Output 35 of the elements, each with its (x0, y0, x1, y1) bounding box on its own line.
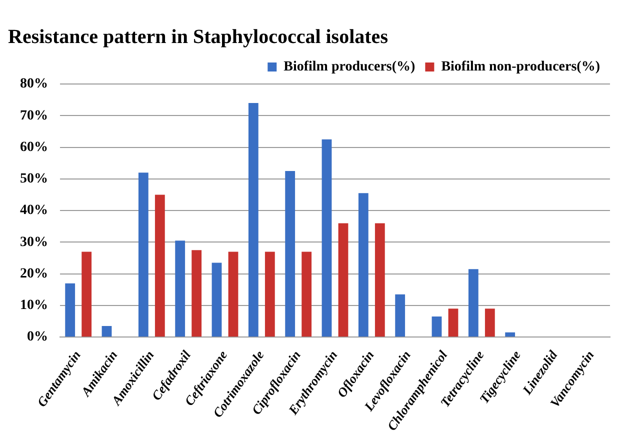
bar (432, 316, 442, 337)
bar (65, 283, 76, 337)
y-tick-label: 10% (20, 298, 48, 314)
y-tick-label: 30% (20, 234, 48, 250)
bar (374, 223, 385, 337)
bar (154, 194, 165, 337)
bar (358, 193, 368, 337)
chart-title: Resistance pattern in Staphylococcal isolates (8, 26, 388, 48)
bar (228, 252, 238, 337)
bar (192, 250, 202, 337)
bar (285, 171, 296, 337)
bar (395, 294, 406, 337)
bar (302, 252, 312, 337)
legend-label: Biofilm producers(%) (284, 60, 416, 75)
y-tick-label: 50% (20, 172, 48, 187)
bar (322, 139, 332, 337)
y-tick-label: 0% (27, 330, 48, 345)
y-tick-label: 60% (20, 140, 48, 155)
bar (264, 252, 275, 337)
bar (338, 223, 348, 337)
bar (138, 172, 148, 337)
bar (175, 240, 186, 337)
bar (212, 262, 222, 337)
legend-label: Biofilm non-producers(%) (441, 60, 600, 75)
bar (102, 326, 112, 337)
y-tick-label: 20% (20, 266, 48, 282)
bar (468, 269, 478, 337)
y-tick-label: 80% (20, 76, 48, 92)
y-tick-label: 70% (20, 108, 48, 124)
bar (484, 308, 495, 337)
y-tick-label: 40% (20, 203, 48, 218)
bar (448, 308, 458, 337)
bar (82, 252, 92, 337)
bar (248, 102, 258, 337)
bar (505, 332, 516, 337)
